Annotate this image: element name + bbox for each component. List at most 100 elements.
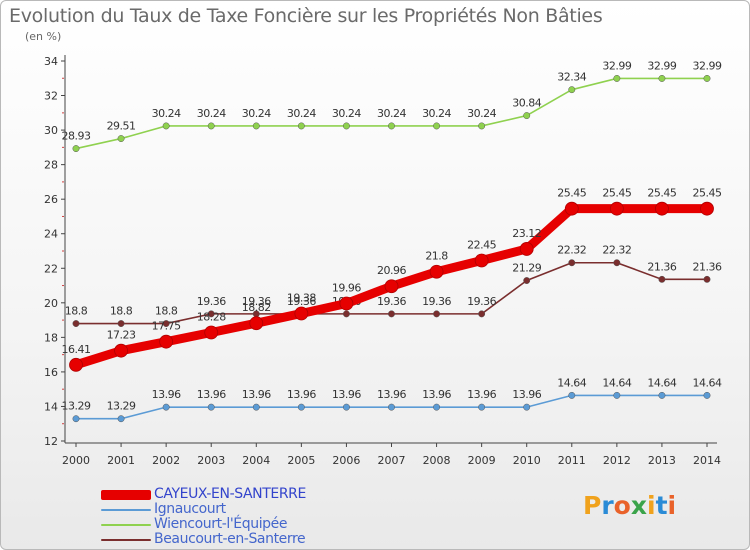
data-label: 30.24 bbox=[332, 107, 361, 120]
y-tick-label: 12 bbox=[44, 435, 58, 448]
data-point bbox=[613, 74, 621, 82]
data-point bbox=[388, 310, 395, 318]
data-point bbox=[568, 259, 576, 267]
data-point bbox=[252, 122, 260, 130]
data-point bbox=[703, 275, 711, 283]
data-label: 13.96 bbox=[197, 388, 226, 401]
data-label: 23.12 bbox=[512, 227, 541, 240]
data-label: 14.64 bbox=[693, 376, 722, 389]
data-point bbox=[613, 391, 621, 399]
x-tick-label: 2013 bbox=[648, 454, 676, 467]
data-label: 13.96 bbox=[467, 388, 496, 401]
data-label: 25.45 bbox=[602, 187, 631, 200]
data-label: 25.45 bbox=[693, 187, 722, 200]
data-label: 18.8 bbox=[65, 305, 88, 318]
data-point bbox=[162, 320, 170, 327]
data-point bbox=[69, 357, 83, 372]
y-tick-label: 26 bbox=[44, 193, 58, 206]
data-point bbox=[478, 310, 486, 318]
x-tick-label: 2001 bbox=[107, 454, 135, 467]
data-point bbox=[433, 122, 441, 130]
x-tick-label: 2014 bbox=[693, 454, 721, 467]
data-label: 19.96 bbox=[332, 282, 361, 295]
legend-label: CAYEUX-EN-SANTERRE bbox=[154, 486, 306, 502]
data-point bbox=[429, 264, 444, 279]
x-tick-label: 2008 bbox=[423, 454, 451, 467]
data-label: 28.93 bbox=[62, 130, 91, 143]
data-point bbox=[523, 403, 531, 411]
legend-label: Wiencourt-l'Équipée bbox=[154, 516, 288, 532]
data-point bbox=[658, 74, 666, 82]
data-point bbox=[342, 122, 350, 130]
data-label: 21.36 bbox=[647, 260, 676, 273]
logo-letter: i bbox=[647, 491, 656, 520]
y-tick-label: 34 bbox=[44, 55, 58, 68]
data-label: 32.99 bbox=[647, 59, 676, 72]
data-label: 30.84 bbox=[512, 97, 541, 110]
data-label: 22.32 bbox=[602, 244, 631, 257]
data-label: 14.64 bbox=[602, 376, 631, 389]
data-point bbox=[249, 316, 264, 331]
x-tick-label: 2006 bbox=[332, 454, 360, 467]
x-tick-label: 2007 bbox=[378, 454, 406, 467]
data-label: 30.24 bbox=[197, 107, 226, 120]
data-label: 13.29 bbox=[107, 400, 136, 413]
x-tick-label: 2002 bbox=[152, 454, 180, 467]
data-label: 30.24 bbox=[287, 107, 316, 120]
data-label: 13.96 bbox=[152, 388, 181, 401]
data-label: 17.23 bbox=[107, 329, 136, 342]
data-point bbox=[655, 201, 669, 216]
data-label: 25.45 bbox=[557, 187, 586, 200]
data-label: 32.99 bbox=[693, 59, 722, 72]
data-label: 21.29 bbox=[512, 262, 541, 275]
legend-swatch bbox=[101, 524, 151, 526]
data-label: 30.24 bbox=[377, 107, 406, 120]
y-unit-label: (en %) bbox=[25, 30, 62, 43]
data-label: 13.96 bbox=[242, 388, 271, 401]
data-label: 32.34 bbox=[557, 71, 586, 84]
data-point bbox=[658, 391, 666, 399]
data-label: 19.38 bbox=[287, 292, 316, 305]
logo-letter: r bbox=[601, 491, 614, 520]
data-label: 13.96 bbox=[332, 388, 361, 401]
data-label: 19.36 bbox=[197, 295, 226, 308]
data-point bbox=[519, 242, 534, 256]
legend-swatch bbox=[101, 490, 151, 500]
data-point bbox=[162, 122, 170, 130]
data-label: 19.36 bbox=[377, 295, 406, 308]
data-point bbox=[388, 403, 395, 411]
legend-swatch bbox=[101, 539, 151, 541]
data-label: 19.36 bbox=[467, 295, 496, 308]
proxiti-logo: Proxiti bbox=[583, 491, 676, 520]
data-point bbox=[117, 135, 125, 143]
x-tick-label: 2000 bbox=[62, 454, 90, 467]
data-label: 18.8 bbox=[155, 305, 178, 318]
data-label: 13.96 bbox=[287, 388, 316, 401]
data-point bbox=[162, 403, 170, 411]
data-label: 19.36 bbox=[422, 295, 451, 308]
data-label: 19.36 bbox=[242, 295, 271, 308]
data-label: 19.36 bbox=[287, 295, 316, 308]
data-point bbox=[658, 275, 666, 283]
data-label: 21.36 bbox=[693, 260, 722, 273]
x-tick-label: 2009 bbox=[468, 454, 496, 467]
data-label: 17.75 bbox=[152, 320, 181, 333]
data-point bbox=[564, 201, 579, 216]
data-point bbox=[523, 277, 531, 284]
x-tick-label: 2010 bbox=[513, 454, 541, 467]
x-tick-label: 2005 bbox=[287, 454, 315, 467]
legend-label: Ignaucourt bbox=[154, 501, 226, 517]
y-tick-label: 18 bbox=[44, 331, 58, 344]
x-tick-label: 2003 bbox=[197, 454, 225, 467]
x-tick-label: 2012 bbox=[603, 454, 631, 467]
data-label: 22.45 bbox=[467, 239, 496, 252]
y-tick-label: 16 bbox=[44, 366, 58, 379]
data-label: 30.24 bbox=[242, 107, 271, 120]
data-point bbox=[207, 122, 215, 130]
data-point bbox=[388, 122, 395, 130]
data-point bbox=[297, 122, 305, 130]
data-point bbox=[207, 310, 215, 318]
data-point bbox=[523, 112, 531, 120]
